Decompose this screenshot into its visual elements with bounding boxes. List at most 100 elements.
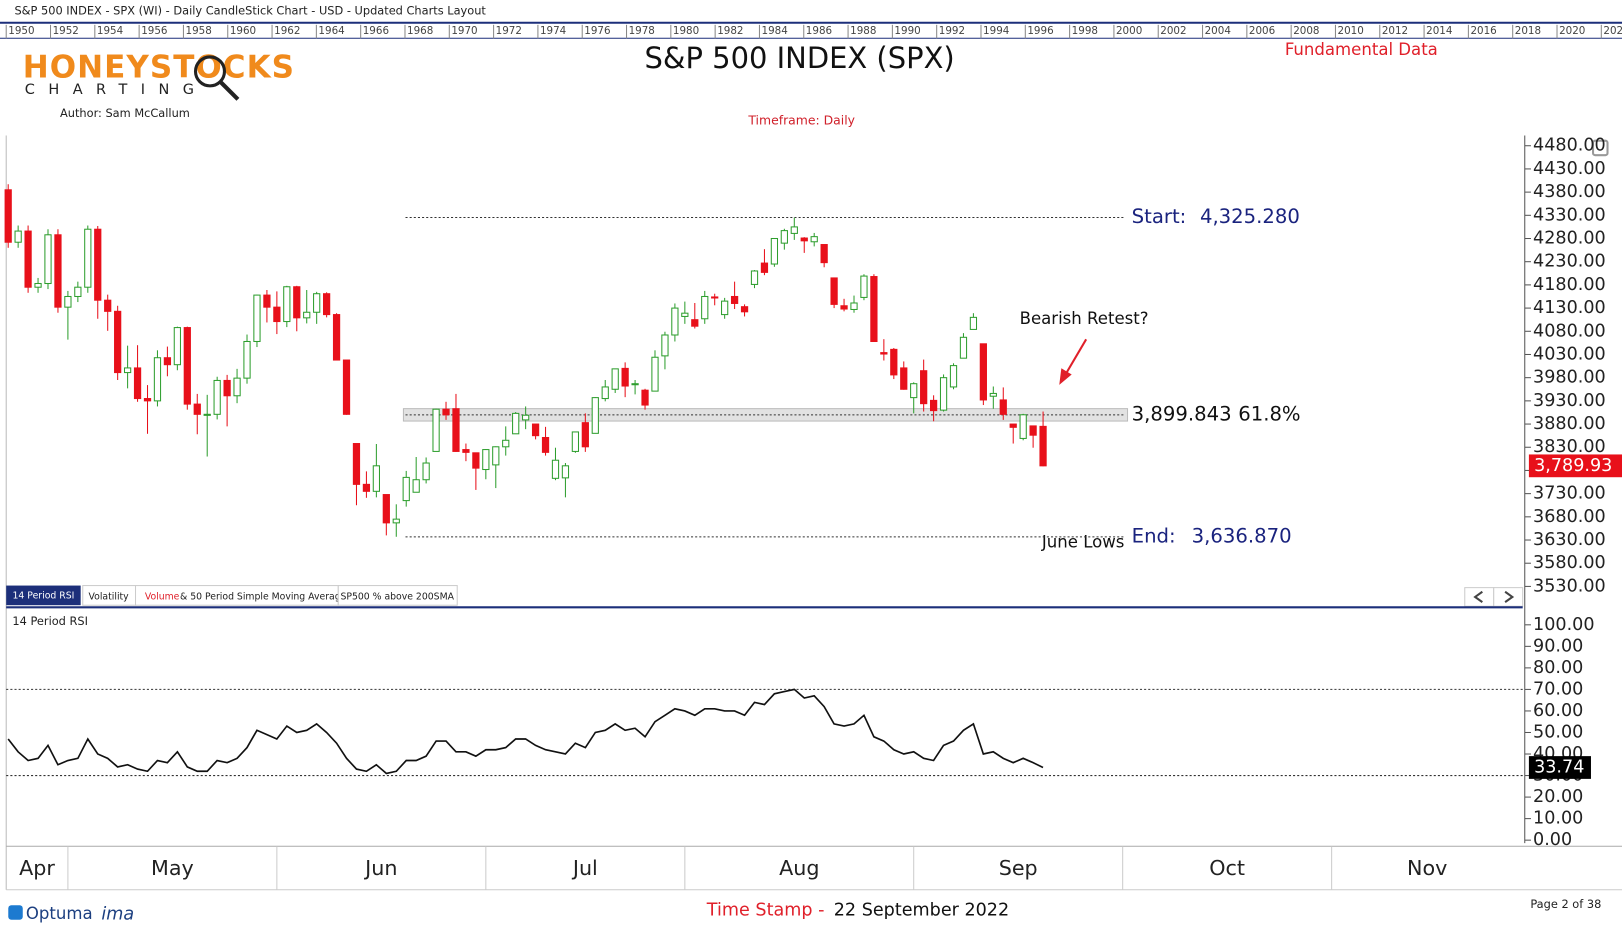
y-tick-label: 100.00 [1533,615,1595,635]
nav-prev-icon[interactable] [1473,590,1483,603]
candle-body [422,462,430,481]
x-tick-label: Oct [1209,856,1245,880]
candle-body [840,305,848,310]
y-tick-label: 3830.00 [1533,437,1606,457]
candle-body [502,439,510,448]
ruler-label: 1960 [230,25,256,37]
candle-body [14,230,22,243]
x-tick-label: Jul [571,856,598,880]
candle-body [800,237,808,242]
x-tick-label: Aug [779,856,819,880]
last-price-tag [1528,454,1622,478]
x-tick-label: Nov [1407,856,1447,880]
candle-body [372,465,380,492]
candle-body [1029,425,1037,436]
annotation: June Lows [1041,533,1125,552]
year-ruler: 1950 1952 1954 1956 1958 1960 1962 1964 1966 1968… [5,24,1622,39]
candle-body [661,334,669,357]
candle-body [34,282,42,288]
candle-body [342,359,351,415]
ruler-label: 2004 [1205,25,1231,37]
candle-body [711,296,719,299]
candle-body [412,479,420,493]
level-value: 3,636.870 [1192,524,1292,547]
tab-label[interactable]: SP500 % above 200SMA [340,591,454,602]
nav-prev[interactable] [1464,587,1495,607]
candle-body [551,459,560,479]
tab[interactable] [337,585,458,606]
candle-body [810,236,818,243]
candle-body [84,228,92,288]
candle-body [740,306,749,313]
nav-next-icon[interactable] [1504,590,1515,603]
y-tick-label: 3680.00 [1533,507,1606,527]
candle-body [512,412,520,435]
candle-body [283,286,291,323]
ruler-label: 1992 [939,25,965,37]
tab-label-highlight[interactable]: Volume [145,591,180,602]
tab-active[interactable] [6,585,81,606]
y-tick-label: 4230.00 [1533,252,1606,272]
annotation-arrow [1064,338,1088,376]
lock-icon[interactable] [1592,139,1609,157]
candle-body [939,377,948,411]
tab-label[interactable]: & 50 Period Simple Moving Average [180,591,347,602]
y-tick-label: 4480.00 [1533,136,1606,156]
candle-body [541,436,550,453]
candle-body [581,422,589,448]
ruler-label: 1952 [53,25,79,37]
candle-body [133,367,142,400]
ruler-label: 2022 [1603,25,1622,37]
candle-body [721,300,729,316]
ruler-label: 1970 [451,25,477,37]
y-tick-label: 50.00 [1533,722,1583,742]
candle-body [213,379,221,415]
ruler-label: 1954 [97,25,123,37]
candle-body [472,452,480,469]
candle-body [591,397,599,434]
logo-sub: CHARTING [25,82,208,98]
candle-body [900,367,908,390]
candle-body [1019,414,1027,439]
ruler-label: 1968 [407,25,433,37]
ruler-label: 1976 [584,25,610,37]
fundamental-link[interactable]: Fundamental Data [1285,40,1438,59]
candle-body [332,314,341,361]
tab-label[interactable]: 14 Period RSI [13,590,75,601]
annotation-arrowhead [1059,368,1072,385]
candle-body [4,189,12,243]
candle-body [193,403,201,415]
ruler-label: 1986 [806,25,832,37]
ruler-label: 2014 [1426,25,1452,37]
ruler-label: 2006 [1249,25,1275,37]
candle-body [253,294,261,343]
candle-body [322,293,331,316]
ruler-label: 1984 [762,25,788,37]
candle-body [790,226,798,234]
tab-label[interactable]: Volatility [89,591,130,602]
window-header: S&P 500 INDEX - SPX (WI) - Daily CandleS… [14,3,486,17]
candle-body [114,310,122,374]
y-tick-label: 0.00 [1533,830,1572,850]
y-tick-label: 90.00 [1533,636,1583,656]
brand-icon [8,905,23,920]
candle-body [531,423,540,437]
candle-body [203,413,211,416]
candle-body [631,383,639,386]
candle-body [890,348,898,376]
candle-body [263,294,271,308]
ruler-label: 1994 [983,25,1009,37]
candle-body [153,357,162,402]
y-tick-label: 3980.00 [1533,368,1606,388]
ruler-label: 1996 [1027,25,1053,37]
candle-body [691,319,699,327]
nav-next[interactable] [1493,587,1524,607]
ruler-label: 1990 [894,25,920,37]
candle-body [492,446,500,466]
y-tick-label: 3580.00 [1533,553,1606,573]
candle-body [651,356,659,392]
candle-body [522,414,530,421]
ruler-label: 2010 [1338,25,1364,37]
